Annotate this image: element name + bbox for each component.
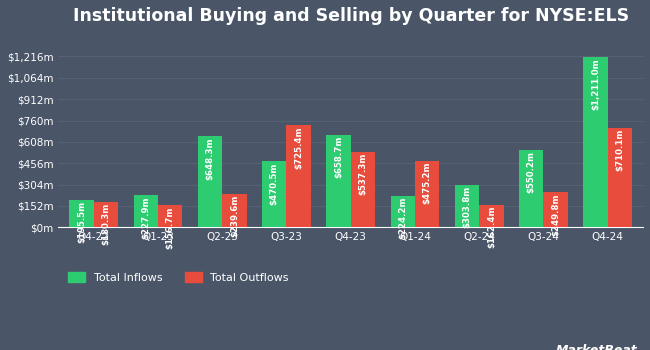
Text: $224.2m: $224.2m	[398, 197, 408, 239]
Text: $180.3m: $180.3m	[101, 203, 111, 245]
Bar	[455, 185, 479, 227]
Bar	[326, 135, 351, 227]
Text: $227.9m: $227.9m	[141, 196, 150, 239]
Legend: Total Inflows, Total Outflows: Total Inflows, Total Outflows	[64, 267, 293, 287]
Text: $550.2m: $550.2m	[526, 151, 536, 193]
Text: $470.5m: $470.5m	[270, 162, 279, 205]
Bar	[583, 57, 608, 227]
Bar	[543, 192, 568, 227]
Text: $475.2m: $475.2m	[422, 162, 432, 204]
Bar	[391, 196, 415, 227]
Bar	[134, 195, 158, 227]
Text: $1,211.0m: $1,211.0m	[591, 58, 600, 110]
Bar	[519, 150, 543, 227]
Text: $239.6m: $239.6m	[230, 195, 239, 237]
Bar	[70, 200, 94, 227]
Bar	[222, 194, 246, 227]
Bar	[287, 125, 311, 227]
Text: $303.8m: $303.8m	[463, 186, 471, 228]
Bar	[158, 205, 183, 227]
Bar	[198, 136, 222, 227]
Bar	[415, 161, 439, 227]
Bar	[351, 152, 375, 227]
Text: $249.8m: $249.8m	[551, 193, 560, 236]
Text: $537.3m: $537.3m	[358, 153, 367, 195]
Text: $658.7m: $658.7m	[334, 136, 343, 178]
Text: $648.3m: $648.3m	[205, 137, 214, 180]
Text: $156.7m: $156.7m	[166, 206, 175, 249]
Text: MarketBeat: MarketBeat	[555, 344, 637, 350]
Bar	[608, 127, 632, 227]
Text: $162.4m: $162.4m	[487, 206, 496, 248]
Text: $725.4m: $725.4m	[294, 127, 303, 169]
Text: $195.5m: $195.5m	[77, 201, 86, 243]
Text: $710.1m: $710.1m	[616, 129, 625, 171]
Bar	[479, 204, 504, 227]
Bar	[94, 202, 118, 227]
Bar	[262, 161, 287, 227]
Title: Institutional Buying and Selling by Quarter for NYSE:ELS: Institutional Buying and Selling by Quar…	[73, 7, 629, 25]
